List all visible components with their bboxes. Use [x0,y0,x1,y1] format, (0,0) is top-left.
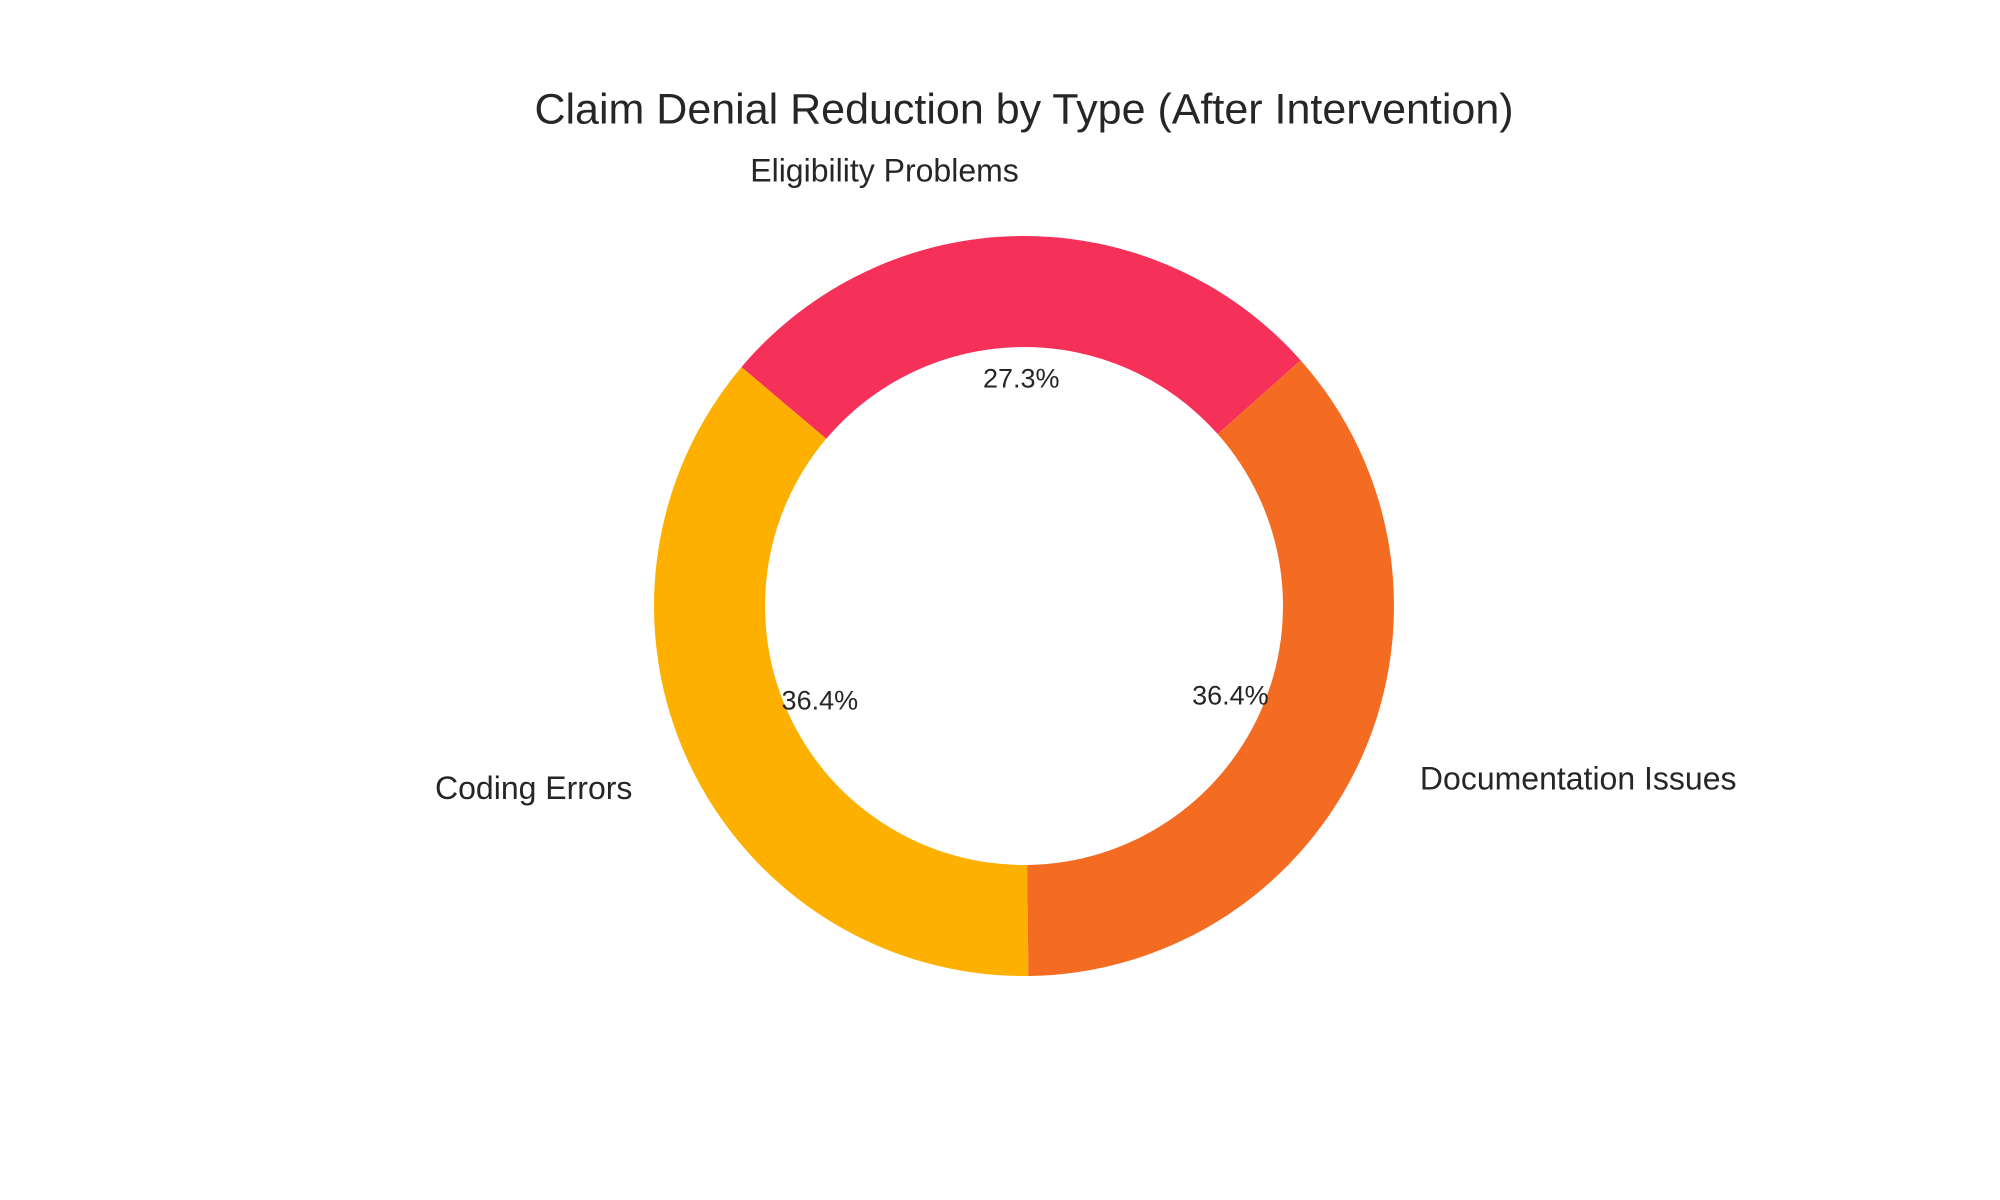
percent-label: 27.3% [983,363,1060,393]
percent-label: 36.4% [782,685,859,715]
slice-label: Coding Errors [435,770,632,806]
percent-label: 36.4% [1192,680,1269,710]
donut-slice [653,367,1029,977]
donut-slice [1027,360,1394,976]
donut-slice [741,235,1301,439]
slice-label: Eligibility Problems [750,153,1019,189]
chart-title: Claim Denial Reduction by Type (After In… [534,85,1513,133]
slice-label: Documentation Issues [1420,761,1737,797]
